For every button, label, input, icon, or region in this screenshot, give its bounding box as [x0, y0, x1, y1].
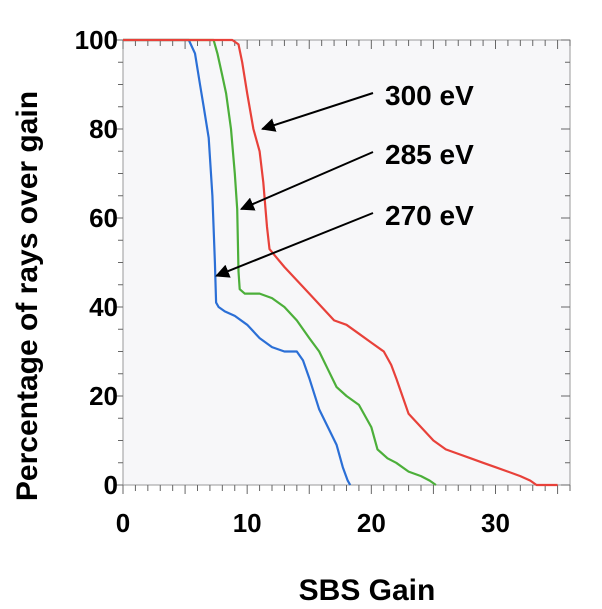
x-tick-label: 30: [481, 508, 510, 538]
annotation-label: 270 eV: [385, 200, 474, 231]
x-axis-title: SBS Gain: [299, 574, 436, 607]
annotation-arrow: [215, 212, 374, 278]
y-tick-label: 0: [104, 470, 118, 500]
annotation-label: 285 eV: [385, 139, 474, 170]
x-tick-labels: 0 10 20 30: [116, 508, 510, 538]
x-tick-label: 0: [116, 508, 130, 538]
annotation-arrow: [239, 151, 374, 211]
annotation-label: 300 eV: [385, 80, 474, 111]
annotation-arrow: [261, 92, 374, 132]
y-tick-label: 40: [89, 292, 118, 322]
y-tick-labels: 0 20 40 60 80 100: [75, 25, 118, 500]
series-lines: [123, 38, 558, 487]
y-tick-label: 60: [89, 203, 118, 233]
y-tick-label: 100: [75, 25, 118, 55]
series-line: [123, 38, 437, 486]
series-line: [123, 38, 352, 486]
series-line: [123, 38, 558, 487]
x-tick-label: 20: [357, 508, 386, 538]
annotations: 300 eV 285 eV 270 eV: [215, 80, 474, 278]
y-axis-title: Percentage of rays over gain: [11, 91, 44, 501]
y-tick-label: 80: [89, 114, 118, 144]
minor-ticks: [114, 39, 571, 494]
y-tick-label: 20: [89, 381, 118, 411]
plot-background: [123, 40, 570, 485]
x-tick-label: 10: [233, 508, 262, 538]
